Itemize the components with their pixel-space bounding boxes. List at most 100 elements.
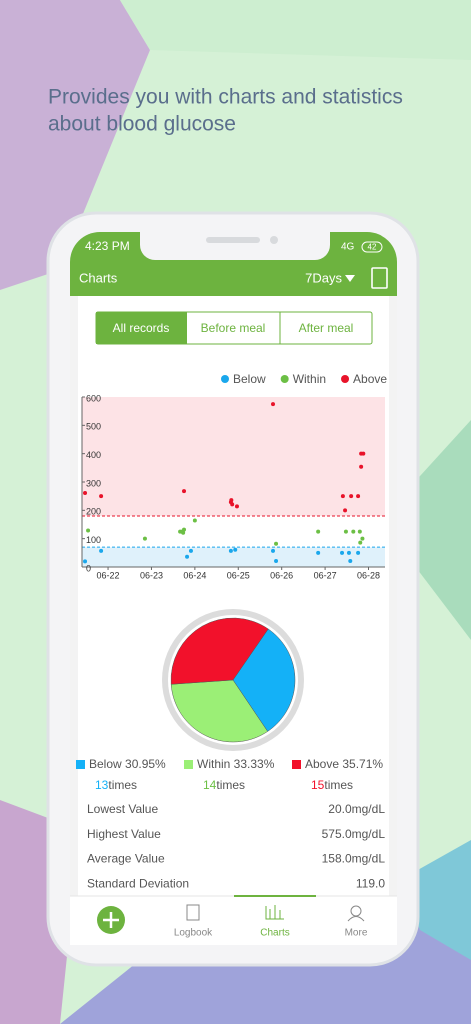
x-tick-label: 06-23 xyxy=(140,570,163,580)
data-point xyxy=(181,530,186,535)
charts-icon[interactable] xyxy=(265,905,284,920)
data-point xyxy=(229,498,234,503)
data-point xyxy=(357,529,362,534)
logbook-icon[interactable] xyxy=(186,904,200,921)
legend-label: Within 33.33% xyxy=(197,757,275,771)
y-tick-label: 500 xyxy=(86,422,101,432)
stat-value: 119.0 xyxy=(356,876,385,890)
data-point xyxy=(188,548,193,553)
x-tick-label: 06-27 xyxy=(314,570,337,580)
content-card xyxy=(78,296,389,896)
nav-label[interactable]: More xyxy=(345,928,368,939)
data-point xyxy=(233,547,238,552)
bg-shape xyxy=(120,0,471,60)
tab-active[interactable] xyxy=(96,312,187,344)
data-point xyxy=(185,554,190,559)
more-icon[interactable] xyxy=(347,916,365,922)
legend-label: Within xyxy=(293,372,326,386)
below-range-band xyxy=(82,547,385,567)
count-unit: times xyxy=(324,778,353,792)
data-point xyxy=(348,559,353,564)
data-point xyxy=(346,550,351,555)
y-tick-label: 300 xyxy=(86,478,101,488)
nav-label[interactable]: Charts xyxy=(260,928,289,939)
data-point xyxy=(360,536,365,541)
pie-slice xyxy=(170,617,269,685)
data-point xyxy=(182,527,187,532)
header-title: Charts xyxy=(79,270,118,285)
dropdown-arrow[interactable] xyxy=(345,275,355,282)
legend-label: Above xyxy=(353,372,387,386)
legend-marker xyxy=(280,375,289,383)
battery-icon xyxy=(361,241,383,253)
legend-label: Above 35.71% xyxy=(305,757,383,771)
notch xyxy=(140,232,330,260)
data-point xyxy=(351,529,356,534)
data-point xyxy=(274,541,279,546)
y-tick-label: 600 xyxy=(86,393,101,403)
stat-label: Average Value xyxy=(87,852,165,866)
speaker xyxy=(206,237,260,243)
count-unit: times xyxy=(216,778,245,792)
data-point xyxy=(142,536,147,541)
stat-label: Highest Value xyxy=(87,827,161,841)
data-point xyxy=(99,494,104,499)
data-point xyxy=(340,550,345,555)
legend-marker xyxy=(184,760,193,769)
x-tick-label: 06-25 xyxy=(227,570,250,580)
x-tick-label: 06-24 xyxy=(183,570,206,580)
data-point xyxy=(359,464,364,469)
pie-slice xyxy=(232,628,296,732)
y-tick-label: 400 xyxy=(86,450,101,460)
data-point xyxy=(358,540,363,545)
data-point xyxy=(234,504,239,509)
data-point xyxy=(349,494,354,499)
count: 13 xyxy=(95,778,109,792)
above-range-band xyxy=(82,397,385,516)
status-network: 4G xyxy=(341,242,355,253)
bg-shape xyxy=(0,0,150,290)
data-point xyxy=(86,528,91,533)
nav-label[interactable]: Logbook xyxy=(174,928,213,939)
legend-marker xyxy=(221,375,229,383)
data-point xyxy=(192,518,197,523)
x-tick-label: 06-28 xyxy=(357,570,380,580)
tab[interactable]: Before meal xyxy=(201,321,266,335)
period-selector[interactable]: 7Days xyxy=(305,270,342,285)
data-point xyxy=(361,451,366,456)
x-tick-label: 06-26 xyxy=(270,570,293,580)
data-point xyxy=(271,402,276,407)
data-point xyxy=(182,489,187,494)
count: 15 xyxy=(311,778,325,792)
data-point xyxy=(343,508,348,513)
camera xyxy=(270,236,278,244)
data-point xyxy=(316,529,321,534)
legend-label: Below 30.95% xyxy=(89,757,166,771)
data-point xyxy=(230,502,235,507)
data-point xyxy=(316,550,321,555)
tab[interactable]: After meal xyxy=(299,321,354,335)
x-tick-label: 06-22 xyxy=(97,570,120,580)
data-point xyxy=(356,494,361,499)
add-icon[interactable] xyxy=(103,912,119,928)
data-point xyxy=(83,491,88,496)
stat-value: 158.0mg/dL xyxy=(322,852,386,866)
y-tick-label: 200 xyxy=(86,507,101,517)
stat-label: Standard Deviation xyxy=(87,876,189,890)
pdf-icon[interactable] xyxy=(371,267,388,289)
count-unit: times xyxy=(108,778,137,792)
status-time: 4:23 PM xyxy=(85,239,130,253)
y-tick-label: 0 xyxy=(86,563,91,573)
data-point xyxy=(343,529,348,534)
data-point xyxy=(228,548,233,553)
y-tick-label: 100 xyxy=(86,535,101,545)
legend-marker xyxy=(76,760,85,769)
data-point xyxy=(271,548,276,553)
legend-label: Below xyxy=(233,372,266,386)
tab[interactable]: All records xyxy=(113,321,170,335)
stat-label: Lowest Value xyxy=(87,802,158,816)
data-point xyxy=(99,548,104,553)
data-point xyxy=(83,559,88,564)
